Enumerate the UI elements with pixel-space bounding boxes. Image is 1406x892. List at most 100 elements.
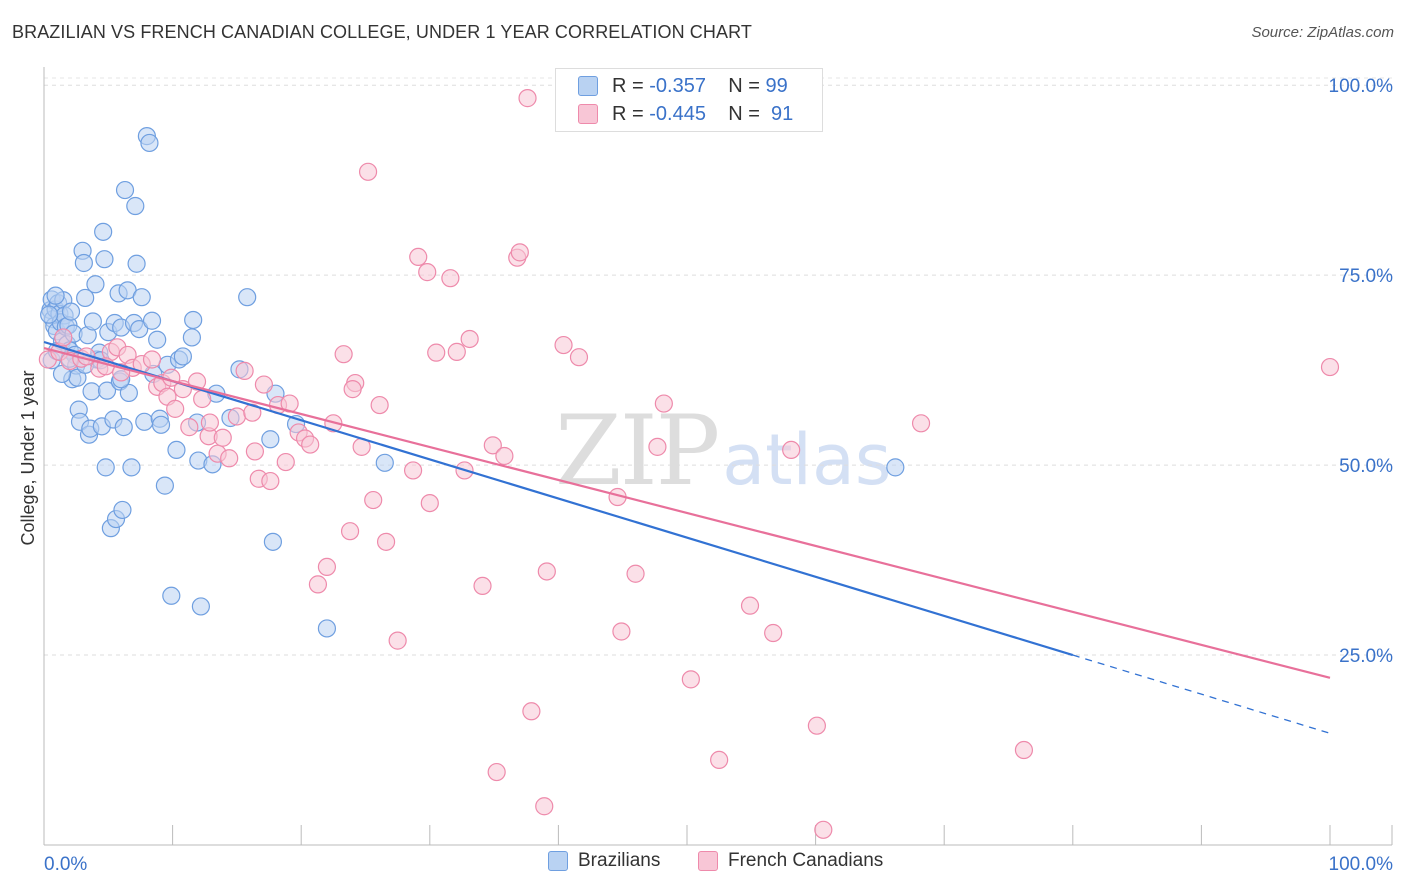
stat-n-value: 99 [765, 74, 788, 97]
brazilians-point [886, 458, 905, 477]
legend-swatch-brazilians [548, 851, 568, 871]
french-canadians-point [54, 328, 73, 347]
brazilians-point [127, 254, 146, 273]
brazilians-point [142, 311, 162, 330]
brazilians-point [375, 453, 394, 472]
french-canadians-point [782, 440, 801, 460]
brazilians-point [95, 250, 114, 269]
brazilians-point [40, 305, 59, 324]
french-canadians-point [343, 380, 362, 399]
stat-r-label: R = [612, 74, 644, 97]
brazilians-point [184, 310, 203, 330]
french-canadians-point [142, 350, 162, 369]
brazilians-trend-line [43, 340, 1074, 657]
stat-swatch-brazilians [578, 76, 598, 96]
stat-r-value: -0.445 [649, 102, 706, 125]
brazilians-point [135, 412, 154, 431]
french-canadians-point [569, 348, 589, 367]
french-canadians-point [487, 762, 506, 782]
french-canadians-point [495, 446, 514, 466]
french-canadians-point [1320, 357, 1340, 377]
french-canadians-point [710, 750, 729, 770]
x-tick-label: 0.0% [44, 854, 87, 875]
french-canadians-point [537, 562, 556, 581]
brazilians-point [162, 586, 181, 605]
stat-row-french-canadians: R = -0.445 N = 91 [556, 101, 793, 127]
brazilians-point [83, 312, 102, 331]
stat-n-value: 91 [765, 102, 794, 125]
french-canadians-point [473, 576, 492, 596]
french-canadians-point [227, 407, 246, 426]
legend-swatch-french-canadians [698, 851, 718, 871]
brazilians-point [114, 418, 133, 437]
french-canadians-point [626, 564, 645, 583]
french-canadians-point [441, 269, 460, 288]
brazilians-point [94, 222, 113, 241]
source-label: Source: ZipAtlas.com [1251, 24, 1394, 41]
french-canadians-point [807, 716, 826, 735]
french-canadians-point [483, 436, 502, 455]
x-tick-label: 100.0% [1329, 854, 1394, 875]
stat-swatch-french-canadians [578, 104, 598, 124]
french-canadians-point [814, 820, 833, 839]
french-canadians-point [166, 399, 185, 418]
watermark: ZIPatlas [555, 395, 891, 507]
french-canadians-point [764, 623, 783, 643]
brazilians-point [97, 381, 117, 400]
french-canadians-point [364, 490, 383, 510]
french-canadians-point [460, 329, 479, 349]
brazilians-point [317, 619, 337, 638]
french-canadians-point [358, 162, 378, 181]
brazilians-point [82, 382, 101, 401]
chart-title: BRAZILIAN VS FRENCH CANADIAN COLLEGE, UN… [12, 22, 752, 42]
french-canadians-point [522, 702, 541, 721]
french-canadians-point [1014, 740, 1034, 760]
french-canadians-point [554, 335, 573, 355]
series-french-canadians [38, 89, 1340, 839]
legend-item-brazilians[interactable]: Brazilians [548, 850, 660, 872]
watermark-atlas: atlas [722, 419, 892, 501]
brazilians-point [182, 328, 201, 347]
french-canadians-point [911, 414, 931, 433]
trend-lines [43, 340, 1331, 734]
y-tick-label: 50.0% [1339, 456, 1393, 477]
french-canadians-point [254, 375, 274, 394]
legend-item-french-canadians[interactable]: French Canadians [698, 850, 883, 872]
brazilians-point [115, 180, 135, 200]
french-canadians-point [243, 403, 262, 422]
french-canadians-point [301, 435, 320, 454]
french-canadians-point [308, 575, 328, 594]
legend-label-brazilians: Brazilians [578, 850, 661, 871]
brazilians-point [130, 319, 149, 339]
brazilians-point [140, 133, 159, 153]
brazilians-point [132, 288, 151, 307]
y-tick-label: 100.0% [1329, 76, 1394, 97]
stat-n-label: N = [728, 102, 760, 125]
brazilians-point [238, 288, 257, 307]
brazilians-point [261, 430, 280, 449]
french-canadians-point [420, 493, 439, 513]
tick-labels: 25.0% 50.0% 75.0% 100.0% 0.0% 100.0% [44, 76, 1393, 875]
brazilians-point [119, 383, 138, 403]
french-canadians-point [370, 395, 389, 415]
french-canadians-point [245, 442, 265, 461]
y-tick-label: 75.0% [1339, 266, 1393, 287]
brazilians-point [113, 500, 132, 520]
brazilians-point [61, 302, 81, 321]
correlation-stats-box: R = -0.357 N = 99 R = -0.445 N = 91 [555, 68, 823, 132]
brazilians-point [122, 458, 141, 477]
french-canadians-point [427, 343, 446, 362]
brazilians-point [167, 440, 186, 460]
french-canadians-point [334, 345, 353, 364]
french-canadians-point [388, 631, 407, 650]
french-canadians-point [612, 622, 631, 641]
french-canadians-point [276, 452, 295, 472]
french-canadians-point [740, 596, 760, 615]
french-canadians-point [403, 461, 423, 480]
brazilians-point [86, 275, 105, 294]
french-canadians-point [261, 471, 280, 491]
french-canadians-point [340, 522, 360, 541]
french-canadians-point [317, 557, 337, 577]
french-canadians-point [213, 428, 232, 447]
